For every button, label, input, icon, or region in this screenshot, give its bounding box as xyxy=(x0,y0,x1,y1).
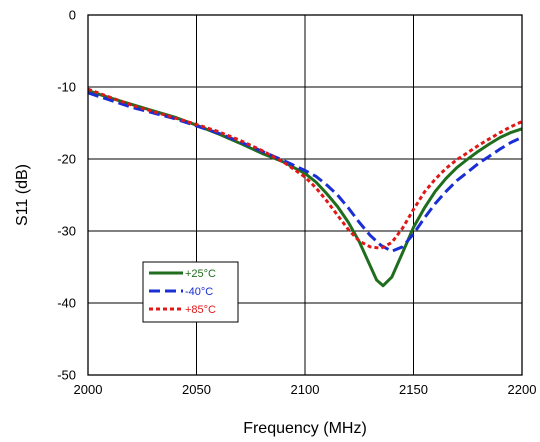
series-lines xyxy=(87,87,523,288)
y-tick-label: -10 xyxy=(57,80,76,95)
y-tick-label: 0 xyxy=(69,8,76,23)
x-tick-label: 2200 xyxy=(508,382,537,397)
x-tick-label: 2050 xyxy=(182,382,211,397)
x-tick-labels: 2000 2050 2100 2150 2200 xyxy=(74,382,537,397)
y-tick-labels: 0 -10 -20 -30 -40 -50 xyxy=(57,8,76,383)
series-line-3 xyxy=(87,87,523,250)
legend-label-1: +25°C xyxy=(185,268,216,280)
x-axis-title: Frequency (MHz) xyxy=(243,420,367,437)
legend-label-2: -40°C xyxy=(185,286,213,298)
y-tick-label: -30 xyxy=(57,224,76,239)
y-tick-label: -40 xyxy=(57,296,76,311)
legend-label-3: +85°C xyxy=(185,304,216,316)
legend: +25°C -40°C +85°C xyxy=(142,261,239,323)
x-tick-label: 2150 xyxy=(399,382,428,397)
plot-frame xyxy=(87,14,523,376)
y-tick-label: -50 xyxy=(57,368,76,383)
x-tick-label: 2000 xyxy=(74,382,103,397)
x-tick-label: 2100 xyxy=(291,382,320,397)
y-axis-title: S11 (dB) xyxy=(14,164,31,226)
y-tick-label: -20 xyxy=(57,152,76,167)
